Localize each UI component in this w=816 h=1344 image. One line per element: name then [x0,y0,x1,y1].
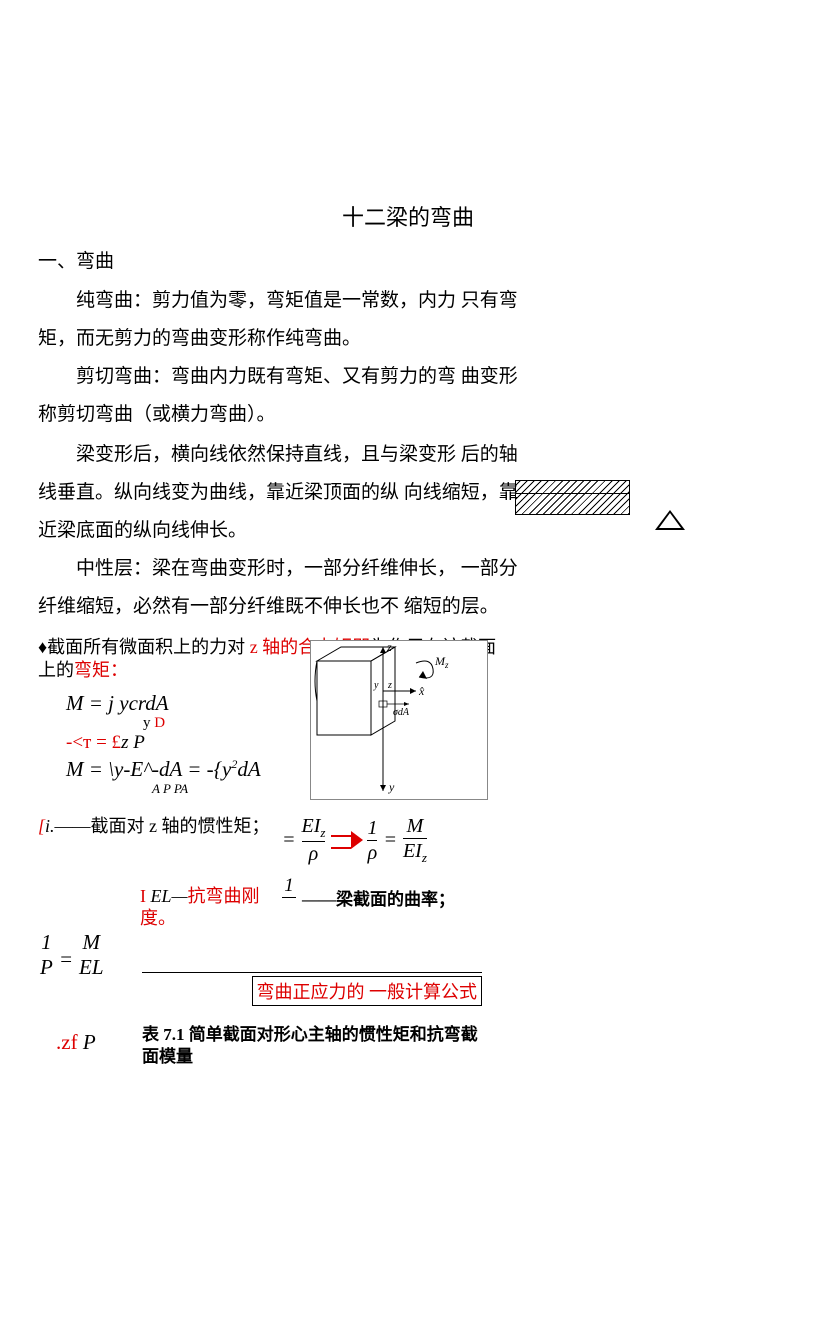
cross-section-diagram: x̂ z y Mz σdA y z [310,640,488,800]
support-triangle-icon [655,510,685,530]
inertia-moment-note: [i.——截面对 z 轴的惯性矩； [38,815,498,838]
beam-hatch-diagram [515,480,630,530]
cross-section-svg: x̂ z y Mz σdA y z [311,641,489,801]
chapter-title: 十二梁的弯曲 [342,200,474,232]
svg-text:σdA: σdA [393,707,410,718]
curvature-note: 1 ρ ——梁截面的曲率； [282,876,455,919]
svg-text:Mz: Mz [434,654,449,670]
svg-text:y: y [388,780,395,794]
paragraph-shear-bending: 剪切弯曲：弯曲内力既有弯矩、又有剪力的弯 曲变形称剪切弯曲（或横力弯曲）。 [38,358,518,434]
moment-intro-text: ♦截面所有微面积上的力对 [38,637,250,657]
paragraph-neutral-layer: 中性层：梁在弯曲变形时，一部分纤维伸长， 一部分纤维缩短，必然有一部分纤维既不伸… [38,550,518,626]
paragraph-deformation: 梁变形后，横向线依然保持直线，且与梁变形 后的轴线垂直。纵向线变为曲线，靠近梁顶… [38,436,518,550]
formula-caption-box: 弯曲正应力的 一般计算公式 [142,972,482,1006]
svg-text:z: z [387,680,392,691]
hatched-beam-icon [515,480,630,515]
moment-intro-bending: 弯矩： [74,660,128,680]
implies-arrow-icon [331,833,361,847]
svg-text:x̂: x̂ [418,684,425,698]
curvature-fraction-simplified: 1 P = M EL [40,930,104,980]
zf-label: .zf P [56,1030,96,1055]
paragraph-pure-bending: 纯弯曲：剪力值为零，弯矩值是一常数，内力 只有弯矩，而无剪力的弯曲变形称作纯弯曲… [38,282,518,358]
svg-text:z: z [386,641,392,654]
table-caption: 表 7.1 简单截面对形心主轴的惯性矩和抗弯截面模量 [142,1024,492,1068]
svg-text:y: y [373,680,379,691]
section-heading: 一、弯曲 [38,246,114,273]
stiffness-note: I EL—抗弯曲刚度。 [140,886,290,929]
curvature-equation: = EIz ρ 1 ρ = M EIz [282,816,427,864]
